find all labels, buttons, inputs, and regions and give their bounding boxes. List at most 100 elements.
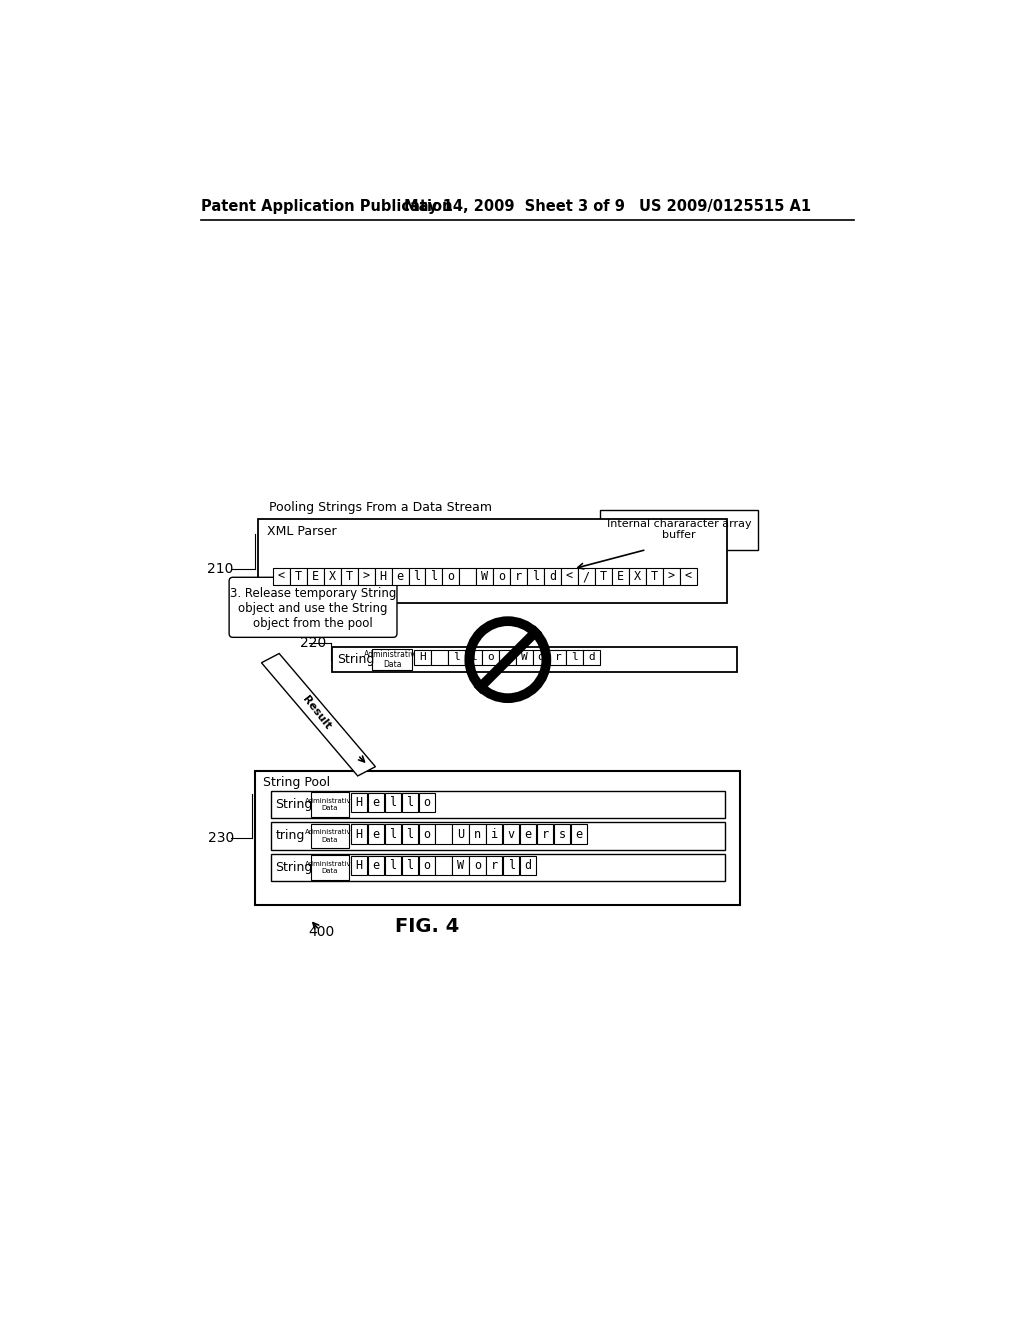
Text: l: l (571, 652, 579, 663)
Text: <: < (278, 570, 285, 583)
FancyBboxPatch shape (255, 771, 740, 906)
FancyBboxPatch shape (561, 568, 578, 585)
Text: e: e (373, 796, 379, 809)
Text: H: H (355, 796, 362, 809)
Text: tring: tring (275, 829, 305, 842)
Text: /: / (583, 570, 590, 583)
FancyBboxPatch shape (401, 793, 418, 812)
FancyBboxPatch shape (351, 825, 367, 843)
FancyBboxPatch shape (419, 825, 435, 843)
Text: String: String (275, 861, 312, 874)
Text: T: T (295, 570, 302, 583)
FancyBboxPatch shape (385, 793, 400, 812)
Text: 210: 210 (208, 562, 233, 576)
FancyBboxPatch shape (595, 568, 611, 585)
Text: Administrative
Data: Administrative Data (304, 861, 355, 874)
FancyBboxPatch shape (486, 825, 503, 843)
Text: Administrative
Data: Administrative Data (365, 649, 421, 669)
Text: H: H (380, 570, 387, 583)
FancyBboxPatch shape (646, 568, 663, 585)
FancyBboxPatch shape (357, 568, 375, 585)
FancyBboxPatch shape (324, 568, 341, 585)
Text: Internal chararacter array
buffer: Internal chararacter array buffer (607, 519, 752, 540)
FancyBboxPatch shape (453, 855, 469, 875)
FancyBboxPatch shape (391, 568, 409, 585)
FancyBboxPatch shape (527, 568, 544, 585)
FancyBboxPatch shape (435, 855, 452, 875)
Text: r: r (490, 859, 498, 873)
FancyBboxPatch shape (290, 568, 307, 585)
Text: e: e (373, 859, 379, 873)
FancyBboxPatch shape (373, 649, 413, 671)
Text: v: v (508, 828, 515, 841)
FancyBboxPatch shape (414, 649, 431, 665)
FancyBboxPatch shape (494, 568, 510, 585)
Text: l: l (407, 828, 414, 841)
FancyBboxPatch shape (510, 568, 527, 585)
Text: 3. Release temporary String
object and use the String
object from the pool: 3. Release temporary String object and u… (229, 586, 396, 630)
Text: String: String (275, 797, 312, 810)
FancyBboxPatch shape (270, 822, 725, 850)
Text: e: e (373, 828, 379, 841)
FancyBboxPatch shape (629, 568, 646, 585)
FancyBboxPatch shape (310, 792, 349, 817)
Text: X: X (329, 570, 336, 583)
Text: X: X (634, 570, 641, 583)
FancyBboxPatch shape (460, 568, 476, 585)
FancyBboxPatch shape (515, 649, 532, 665)
Text: d: d (549, 570, 556, 583)
FancyBboxPatch shape (447, 649, 465, 665)
Text: l: l (430, 570, 437, 583)
FancyBboxPatch shape (385, 855, 400, 875)
Text: <: < (566, 570, 573, 583)
Text: l: l (414, 570, 421, 583)
Text: r: r (542, 828, 549, 841)
FancyBboxPatch shape (584, 649, 600, 665)
Text: 230: 230 (208, 830, 233, 845)
Text: US 2009/0125515 A1: US 2009/0125515 A1 (639, 198, 811, 214)
Text: E: E (311, 570, 318, 583)
Text: H: H (355, 859, 362, 873)
FancyBboxPatch shape (663, 568, 680, 585)
Text: Administrative
Data: Administrative Data (304, 797, 355, 810)
Text: May 14, 2009  Sheet 3 of 9: May 14, 2009 Sheet 3 of 9 (403, 198, 625, 214)
Text: l: l (407, 796, 414, 809)
FancyBboxPatch shape (469, 825, 485, 843)
Text: W: W (520, 652, 527, 663)
Text: o: o (447, 570, 455, 583)
Text: l: l (532, 570, 540, 583)
FancyBboxPatch shape (465, 649, 481, 665)
FancyBboxPatch shape (307, 568, 324, 585)
Text: Administrative
Data: Administrative Data (304, 829, 355, 842)
Text: FIG. 4: FIG. 4 (395, 917, 459, 936)
FancyBboxPatch shape (431, 649, 447, 665)
FancyBboxPatch shape (544, 568, 561, 585)
FancyBboxPatch shape (520, 825, 537, 843)
Text: e: e (396, 570, 403, 583)
Text: e: e (575, 828, 583, 841)
FancyBboxPatch shape (368, 855, 384, 875)
FancyBboxPatch shape (571, 825, 587, 843)
Text: 220: 220 (300, 636, 327, 649)
FancyBboxPatch shape (486, 855, 503, 875)
Text: l: l (389, 859, 396, 873)
Text: T: T (650, 570, 657, 583)
Text: o: o (486, 652, 494, 663)
Text: o: o (423, 796, 430, 809)
FancyBboxPatch shape (611, 568, 629, 585)
Text: l: l (470, 652, 476, 663)
Text: o: o (423, 859, 430, 873)
FancyBboxPatch shape (503, 855, 519, 875)
Text: T: T (346, 570, 353, 583)
FancyBboxPatch shape (341, 568, 357, 585)
FancyBboxPatch shape (469, 855, 485, 875)
FancyBboxPatch shape (442, 568, 460, 585)
Text: s: s (558, 828, 565, 841)
FancyBboxPatch shape (503, 825, 519, 843)
FancyBboxPatch shape (538, 825, 553, 843)
Text: o: o (498, 570, 505, 583)
Text: e: e (524, 828, 531, 841)
FancyBboxPatch shape (273, 568, 290, 585)
FancyBboxPatch shape (566, 649, 584, 665)
Text: 400: 400 (308, 925, 335, 940)
